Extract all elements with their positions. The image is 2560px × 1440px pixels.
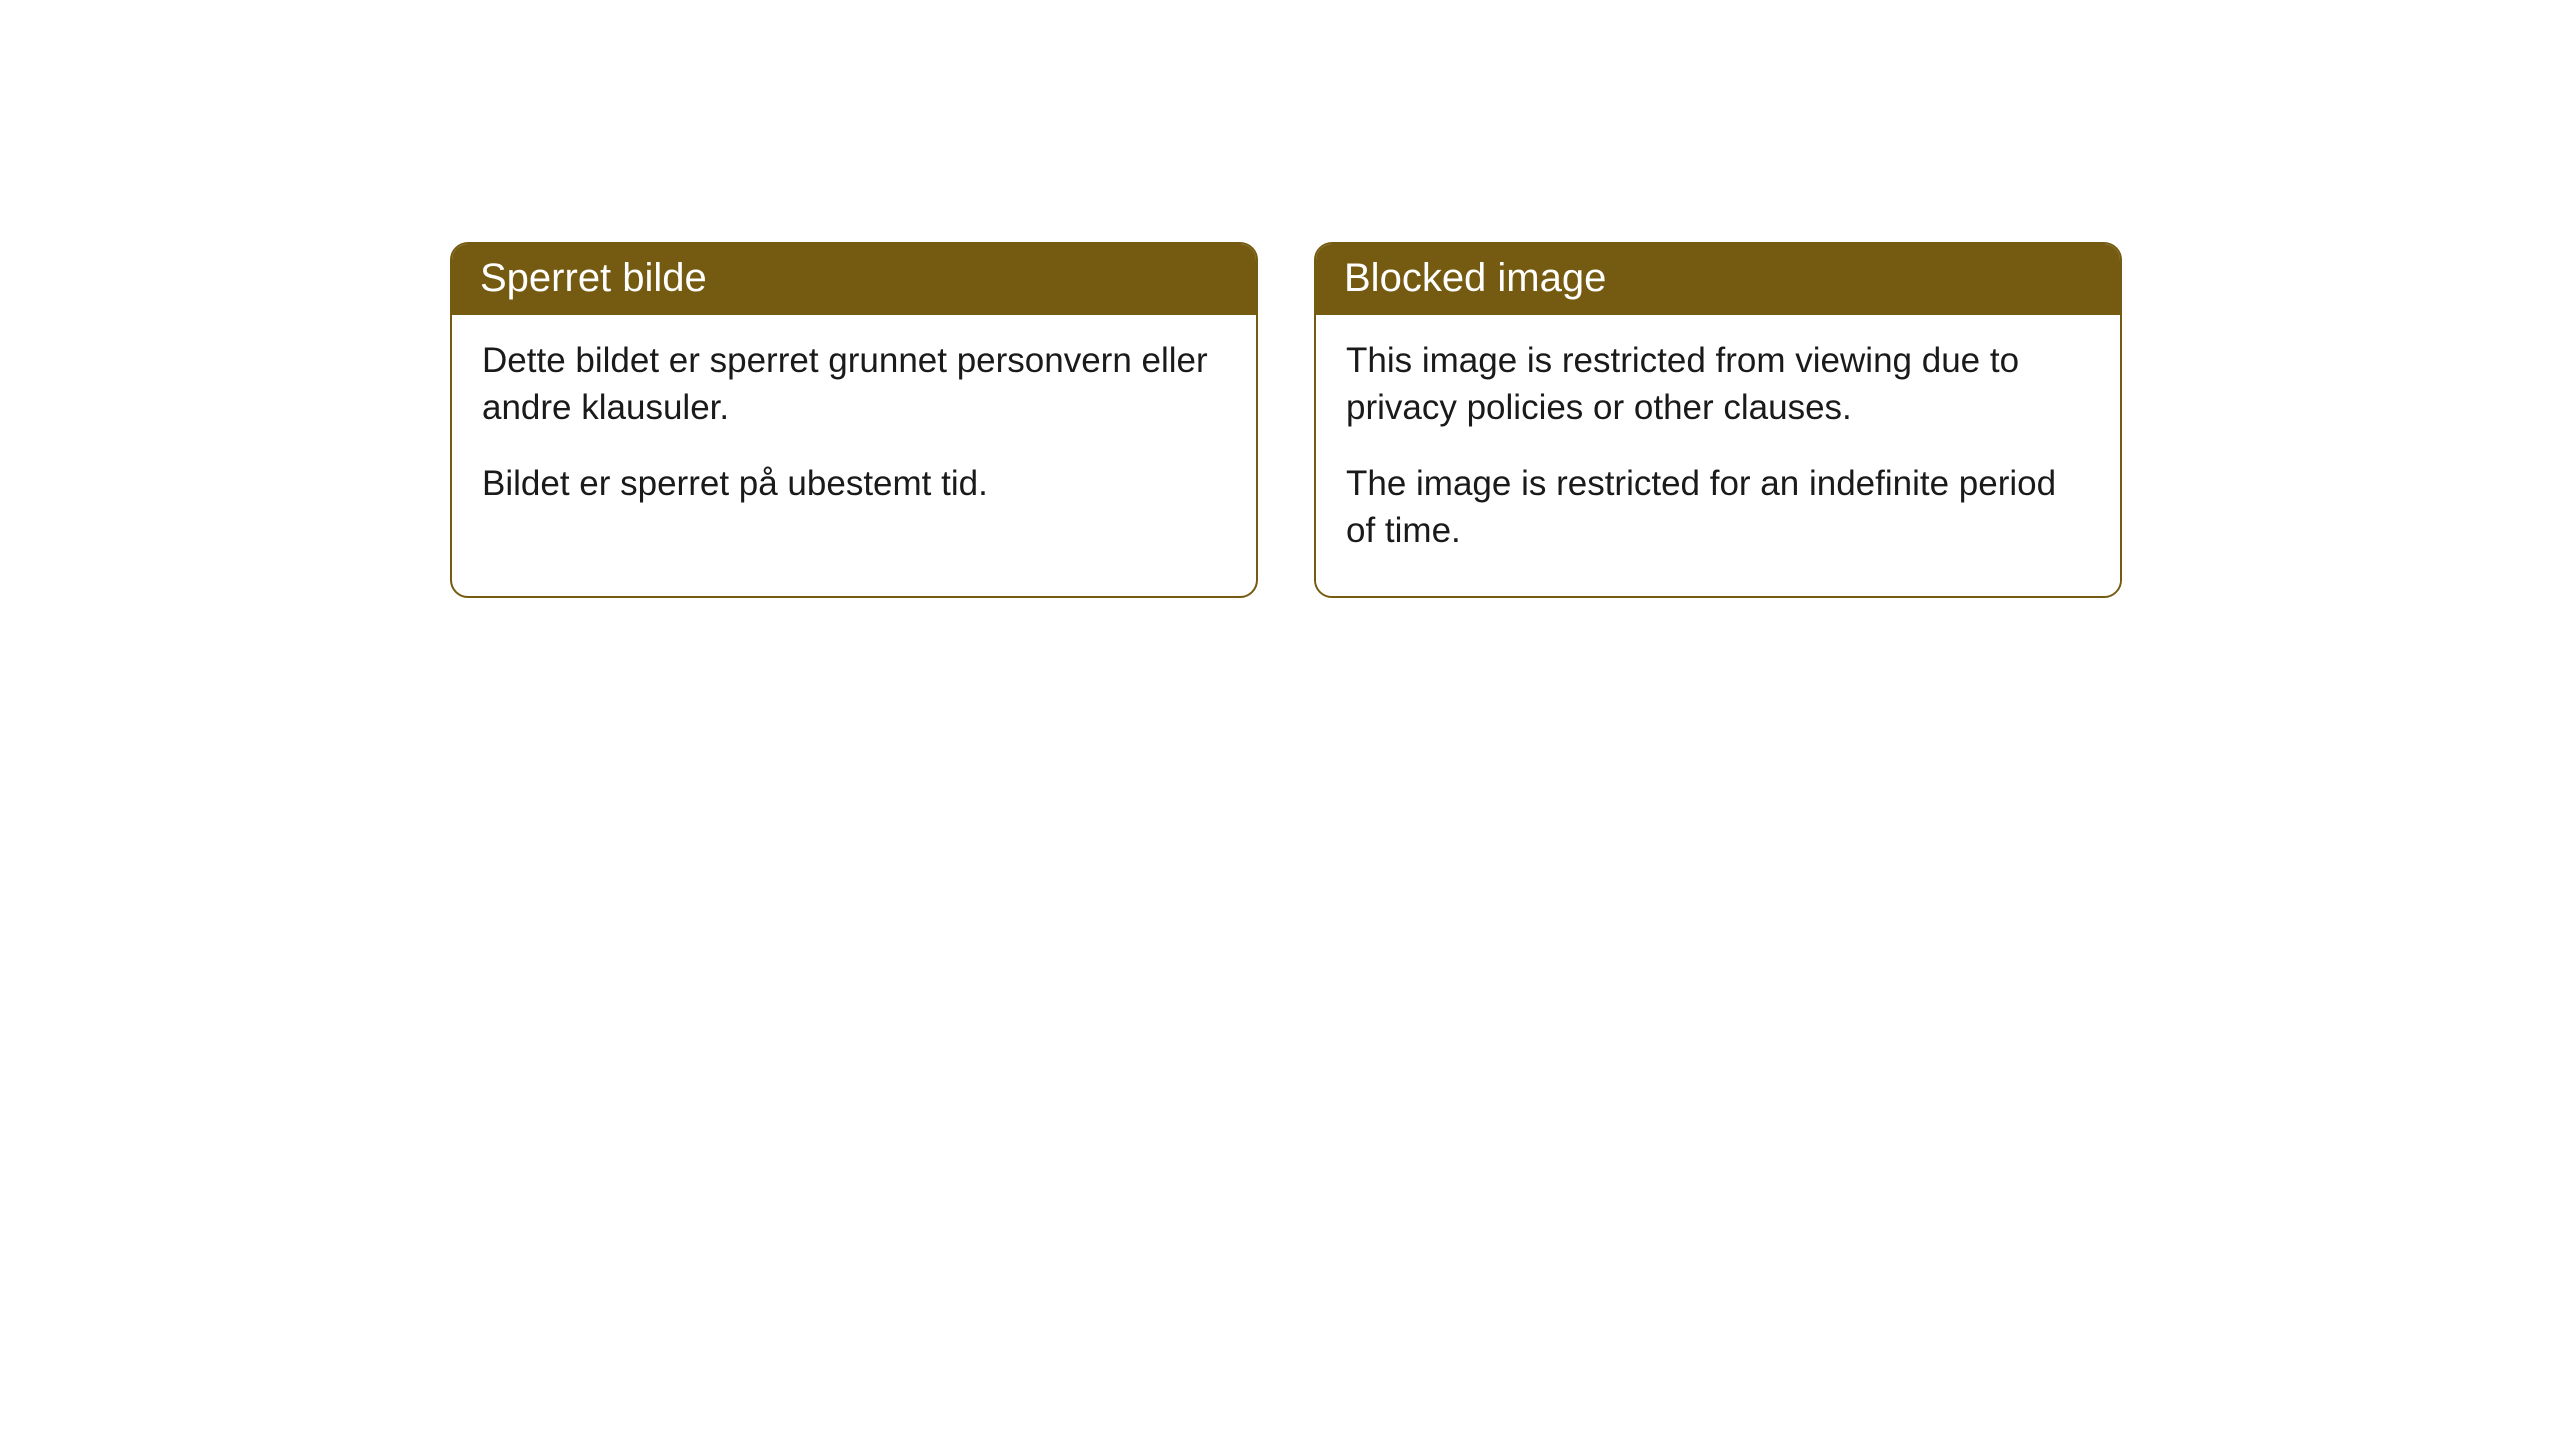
blocked-image-card-no: Sperret bilde Dette bildet er sperret gr… [450,242,1258,598]
card-text-duration-en: The image is restricted for an indefinit… [1346,460,2090,555]
card-title-en: Blocked image [1316,244,2120,315]
card-body-en: This image is restricted from viewing du… [1316,315,2120,596]
blocked-image-card-en: Blocked image This image is restricted f… [1314,242,2122,598]
card-text-duration-no: Bildet er sperret på ubestemt tid. [482,460,1226,507]
card-title-no: Sperret bilde [452,244,1256,315]
card-text-reason-no: Dette bildet er sperret grunnet personve… [482,337,1226,432]
card-text-reason-en: This image is restricted from viewing du… [1346,337,2090,432]
notice-container: Sperret bilde Dette bildet er sperret gr… [450,242,2122,598]
card-body-no: Dette bildet er sperret grunnet personve… [452,315,1256,549]
